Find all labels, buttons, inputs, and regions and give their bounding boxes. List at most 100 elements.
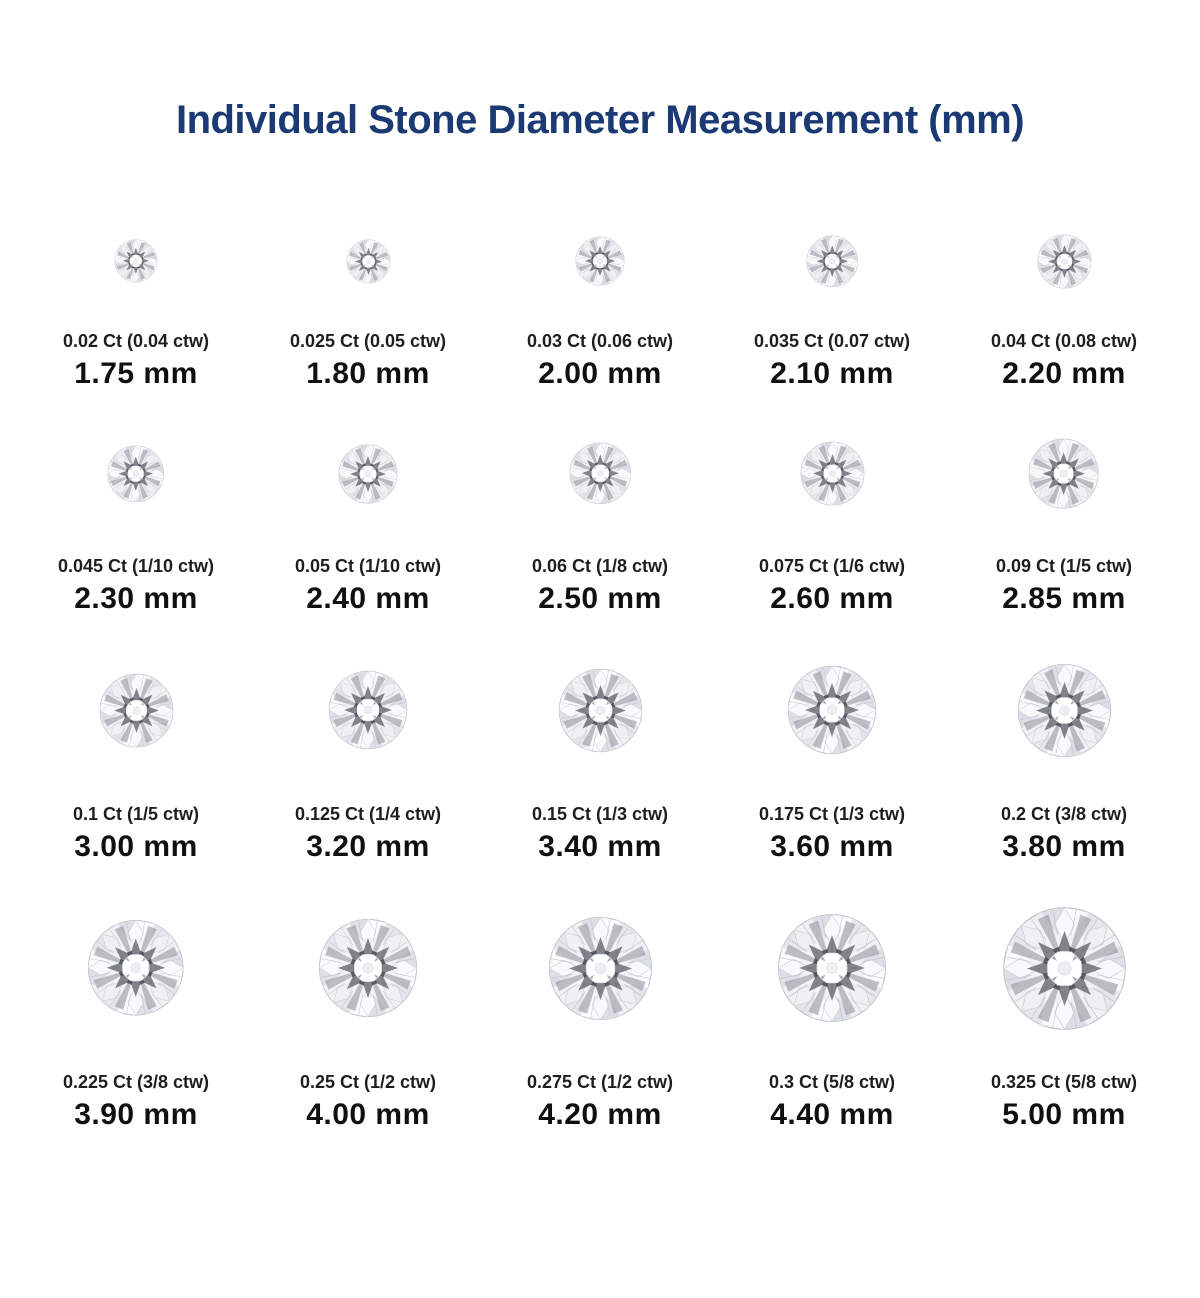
diameter-label: 1.75 mm bbox=[74, 357, 198, 390]
stone-cell: 0.045 Ct (1/10 ctw) 2.30 mm bbox=[20, 391, 252, 616]
diamond-icon bbox=[548, 916, 652, 1020]
stone-cell: 0.2 Ct (3/8 ctw) 3.80 mm bbox=[948, 616, 1180, 864]
carat-label: 0.3 Ct (5/8 ctw) bbox=[768, 1072, 896, 1092]
stone-cell: 0.025 Ct (0.05 ctw) 1.80 mm bbox=[252, 191, 484, 391]
diamond-icon bbox=[800, 441, 864, 506]
diameter-label: 3.80 mm bbox=[1002, 830, 1126, 863]
diamond-image bbox=[777, 864, 887, 1072]
diameter-label: 3.60 mm bbox=[770, 830, 894, 863]
carat-label: 0.09 Ct (1/5 ctw) bbox=[995, 556, 1133, 576]
stone-cell: 0.03 Ct (0.06 ctw) 2.00 mm bbox=[484, 191, 716, 391]
diamond-icon bbox=[114, 239, 158, 283]
diameter-label: 3.40 mm bbox=[538, 830, 662, 863]
stone-cell: 0.04 Ct (0.08 ctw) 2.20 mm bbox=[948, 191, 1180, 391]
stone-cell: 0.035 Ct (0.07 ctw) 2.10 mm bbox=[716, 191, 948, 391]
stone-cell: 0.1 Ct (1/5 ctw) 3.00 mm bbox=[20, 616, 252, 864]
diamond-image bbox=[107, 391, 165, 556]
diamond-image bbox=[806, 191, 859, 331]
diameter-label: 3.20 mm bbox=[306, 830, 430, 863]
diamond-image bbox=[114, 191, 158, 331]
carat-label: 0.03 Ct (0.06 ctw) bbox=[526, 331, 674, 351]
diamond-icon bbox=[107, 445, 165, 502]
carat-label: 0.275 Ct (1/2 ctw) bbox=[526, 1072, 674, 1092]
stone-row: 0.225 Ct (3/8 ctw) 3.90 mm 0.25 Ct (1/2 … bbox=[20, 864, 1180, 1132]
diameter-label: 2.20 mm bbox=[1002, 357, 1126, 390]
diamond-image bbox=[787, 616, 877, 804]
stone-cell: 0.06 Ct (1/8 ctw) 2.50 mm bbox=[484, 391, 716, 616]
stone-cell: 0.05 Ct (1/10 ctw) 2.40 mm bbox=[252, 391, 484, 616]
diameter-label: 4.40 mm bbox=[770, 1098, 894, 1131]
diameter-label: 2.60 mm bbox=[770, 582, 894, 615]
stone-cell: 0.09 Ct (1/5 ctw) 2.85 mm bbox=[948, 391, 1180, 616]
diamond-image bbox=[318, 864, 418, 1072]
diamond-image bbox=[569, 391, 632, 556]
diameter-label: 2.50 mm bbox=[538, 582, 662, 615]
diamond-icon bbox=[1002, 906, 1126, 1030]
carat-label: 0.1 Ct (1/5 ctw) bbox=[72, 804, 200, 824]
diamond-icon bbox=[328, 670, 408, 750]
diamond-image bbox=[558, 616, 643, 804]
stone-cell: 0.25 Ct (1/2 ctw) 4.00 mm bbox=[252, 864, 484, 1132]
diamond-icon bbox=[99, 673, 173, 747]
diamond-icon bbox=[345, 238, 391, 284]
diamond-icon bbox=[88, 920, 184, 1016]
stone-cell: 0.02 Ct (0.04 ctw) 1.75 mm bbox=[20, 191, 252, 391]
diamond-icon bbox=[575, 236, 625, 286]
stone-cell: 0.175 Ct (1/3 ctw) 3.60 mm bbox=[716, 616, 948, 864]
carat-label: 0.325 Ct (5/8 ctw) bbox=[990, 1072, 1138, 1092]
stone-cell: 0.225 Ct (3/8 ctw) 3.90 mm bbox=[20, 864, 252, 1132]
carat-label: 0.25 Ct (1/2 ctw) bbox=[299, 1072, 437, 1092]
stone-cell: 0.125 Ct (1/4 ctw) 3.20 mm bbox=[252, 616, 484, 864]
carat-label: 0.05 Ct (1/10 ctw) bbox=[294, 556, 442, 576]
carat-label: 0.035 Ct (0.07 ctw) bbox=[753, 331, 911, 351]
carat-label: 0.125 Ct (1/4 ctw) bbox=[294, 804, 442, 824]
stone-size-grid: 0.02 Ct (0.04 ctw) 1.75 mm 0.025 Ct (0.0… bbox=[20, 191, 1180, 1132]
carat-label: 0.075 Ct (1/6 ctw) bbox=[758, 556, 906, 576]
diamond-image bbox=[1028, 391, 1099, 556]
stone-row: 0.02 Ct (0.04 ctw) 1.75 mm 0.025 Ct (0.0… bbox=[20, 191, 1180, 391]
carat-label: 0.04 Ct (0.08 ctw) bbox=[990, 331, 1138, 351]
diameter-label: 3.90 mm bbox=[74, 1098, 198, 1131]
diamond-icon bbox=[806, 235, 858, 287]
page-title: Individual Stone Diameter Measurement (m… bbox=[175, 98, 1025, 142]
diameter-label: 5.00 mm bbox=[1002, 1098, 1126, 1131]
diamond-image bbox=[99, 616, 174, 804]
stone-row: 0.045 Ct (1/10 ctw) 2.30 mm 0.05 Ct (1/1… bbox=[20, 391, 1180, 616]
diamond-icon bbox=[318, 918, 418, 1018]
carat-label: 0.15 Ct (1/3 ctw) bbox=[531, 804, 669, 824]
diamond-image bbox=[1002, 864, 1127, 1072]
carat-label: 0.225 Ct (3/8 ctw) bbox=[62, 1072, 210, 1092]
diamond-image bbox=[800, 391, 865, 556]
diamond-image bbox=[328, 616, 408, 804]
diameter-label: 2.85 mm bbox=[1002, 582, 1126, 615]
diamond-image bbox=[1036, 191, 1092, 331]
diamond-icon bbox=[777, 913, 887, 1023]
diameter-label: 2.30 mm bbox=[74, 582, 198, 615]
carat-label: 0.025 Ct (0.05 ctw) bbox=[289, 331, 447, 351]
carat-label: 0.02 Ct (0.04 ctw) bbox=[62, 331, 210, 351]
diamond-image bbox=[548, 864, 653, 1072]
diameter-label: 4.00 mm bbox=[306, 1098, 430, 1131]
diamond-image bbox=[345, 191, 391, 331]
carat-label: 0.06 Ct (1/8 ctw) bbox=[531, 556, 669, 576]
stone-cell: 0.075 Ct (1/6 ctw) 2.60 mm bbox=[716, 391, 948, 616]
diamond-icon bbox=[558, 668, 642, 752]
diamond-image bbox=[87, 864, 185, 1072]
stone-cell: 0.325 Ct (5/8 ctw) 5.00 mm bbox=[948, 864, 1180, 1132]
diamond-icon bbox=[569, 442, 631, 505]
diamond-icon bbox=[1029, 438, 1099, 509]
diamond-image bbox=[338, 391, 398, 556]
diameter-label: 1.80 mm bbox=[306, 357, 430, 390]
carat-label: 0.175 Ct (1/3 ctw) bbox=[758, 804, 906, 824]
carat-label: 0.045 Ct (1/10 ctw) bbox=[57, 556, 215, 576]
diamond-image bbox=[575, 191, 625, 331]
diameter-label: 3.00 mm bbox=[74, 830, 198, 863]
diamond-icon bbox=[787, 665, 877, 755]
diamond-icon bbox=[1017, 663, 1111, 757]
diamond-icon bbox=[338, 444, 398, 503]
diameter-label: 2.10 mm bbox=[770, 357, 894, 390]
diameter-label: 2.00 mm bbox=[538, 357, 662, 390]
diamond-image bbox=[1017, 616, 1112, 804]
diameter-label: 4.20 mm bbox=[538, 1098, 662, 1131]
diamond-icon bbox=[1036, 233, 1092, 289]
